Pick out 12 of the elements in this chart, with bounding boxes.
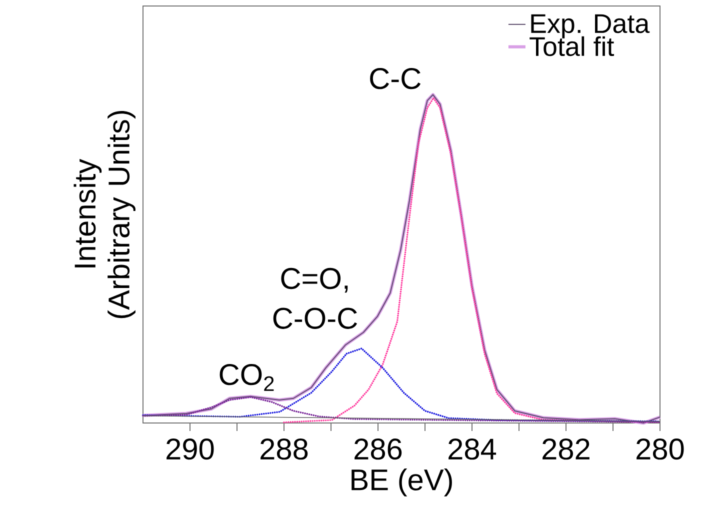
annotation: C=O, C-O-C <box>273 268 358 329</box>
y-axis-title: Intensity (Arbitrary Units) <box>74 110 136 318</box>
x-tick-label: 282 <box>542 438 590 460</box>
annotation: C-C <box>370 68 421 90</box>
x-tick-label: 286 <box>354 438 402 460</box>
legend-label: Total fit <box>530 36 614 56</box>
x-tick-label: 280 <box>636 438 684 460</box>
x-tick-label: 290 <box>166 438 214 460</box>
annotation: CO$_{2}$ <box>220 364 274 391</box>
x-tick-label: 284 <box>448 438 496 460</box>
x-tick-label: 288 <box>260 438 308 460</box>
x-axis-title: BE (eV) <box>352 468 452 496</box>
